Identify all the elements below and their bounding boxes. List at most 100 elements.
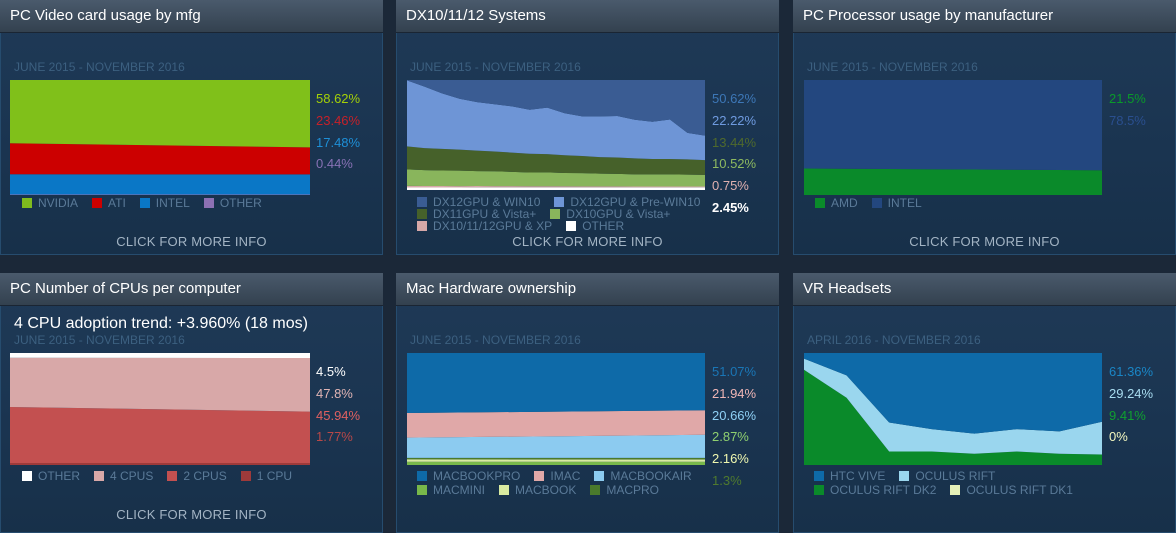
panel-vr[interactable]: VR Headsets APRIL 2016 - NOVEMBER 2016 6… xyxy=(793,273,1176,533)
panel-processor[interactable]: PC Processor usage by manufacturer JUNE … xyxy=(793,0,1176,255)
legend-label: OTHER xyxy=(38,469,80,483)
legend-swatch xyxy=(554,197,565,207)
value-label: 21.94% xyxy=(712,385,757,401)
value-label: 51.07% xyxy=(712,364,757,379)
more-info-link[interactable]: CLICK FOR MORE INFO xyxy=(512,234,663,249)
more-info-link[interactable]: CLICK FOR MORE INFO xyxy=(116,234,267,249)
legend-swatch xyxy=(417,485,427,495)
legend-swatch xyxy=(22,198,32,208)
value-label: 9.41% xyxy=(1109,407,1146,423)
chart-vr xyxy=(804,353,1102,465)
panel-title: PC Video card usage by mfg xyxy=(0,0,383,33)
legend: DX12GPU & WIN10 DX12GPU & Pre-WIN10 DX11GP… xyxy=(417,196,717,232)
legend-swatch xyxy=(417,209,427,219)
series-area-macbook xyxy=(407,459,705,462)
value-labels: 21.5% 78.5% xyxy=(1109,88,1146,132)
legend-item: DX12GPU & WIN10 xyxy=(417,196,540,208)
legend-label: MACBOOK xyxy=(515,483,577,497)
series-area-oculus-rift xyxy=(804,358,1102,455)
value-label: 29.24% xyxy=(1109,385,1154,401)
legend-label: DX10GPU & Vista+ xyxy=(566,207,671,221)
series-area-macbookpro xyxy=(407,353,705,414)
value-label: 23.46% xyxy=(316,112,361,128)
legend-item: OCULUS RIFT DK1 xyxy=(950,484,1073,496)
value-label: 45.94% xyxy=(316,407,361,423)
date-range: APRIL 2016 - NOVEMBER 2016 xyxy=(807,333,981,347)
legend-item: MACBOOKAIR xyxy=(594,470,692,482)
legend-item: DX10GPU & Vista+ xyxy=(550,208,670,220)
legend-label: 2 CPUS xyxy=(183,469,227,483)
value-labels: 4.5% 47.8% 45.94% 1.77% xyxy=(316,361,360,448)
more-info-link[interactable]: CLICK FOR MORE INFO xyxy=(116,507,267,522)
legend-swatch xyxy=(950,485,961,495)
legend-item: OCULUS RIFT DK2 xyxy=(814,484,936,496)
series-area-nvidia xyxy=(10,80,310,148)
value-label: 50.62% xyxy=(712,91,757,106)
legend-label: MACPRO xyxy=(606,483,660,497)
panel-title: PC Processor usage by manufacturer xyxy=(793,0,1176,33)
legend-swatch xyxy=(899,471,910,481)
value-label: 0.75% xyxy=(712,178,749,194)
legend-item: OCULUS RIFT xyxy=(899,470,995,482)
value-label: 78.5% xyxy=(1109,112,1146,128)
legend-swatch xyxy=(92,198,103,208)
value-label: 0.44% xyxy=(316,156,353,172)
date-range: JUNE 2015 - NOVEMBER 2016 xyxy=(410,333,581,347)
legend-swatch xyxy=(417,221,427,231)
legend-swatch xyxy=(139,198,150,208)
series-area-dx10gpu-vista- xyxy=(407,169,705,187)
series-area-dx12gpu-win10 xyxy=(407,80,705,136)
series-area-ati xyxy=(10,143,310,175)
legend-item: MACBOOK xyxy=(499,484,576,496)
value-label: 22.22% xyxy=(712,112,757,128)
panel-title: PC Number of CPUs per computer xyxy=(0,273,383,306)
legend-item: 2 CPUS xyxy=(167,469,227,483)
series-area-imac xyxy=(407,410,705,438)
legend-swatch xyxy=(590,485,601,495)
chart-cpus xyxy=(10,353,310,465)
legend-label: INTEL xyxy=(887,196,922,210)
series-area-intel xyxy=(10,174,310,195)
legend-item: DX11GPU & Vista+ xyxy=(417,208,536,220)
legend-item: 4 CPUS xyxy=(94,470,153,482)
value-label: 20.66% xyxy=(712,407,757,423)
legend-item: MACMINI xyxy=(417,484,485,496)
series-area-other xyxy=(10,194,310,195)
legend: HTC VIVE OCULUS RIFTOCULUS RIFT DK2 OCULUS… xyxy=(814,469,1114,497)
chart-mac xyxy=(407,353,705,465)
panel-video-card[interactable]: PC Video card usage by mfg JUNE 2015 - N… xyxy=(0,0,383,255)
legend-label: AMD xyxy=(831,196,858,210)
panel-dx-systems[interactable]: DX10/11/12 Systems JUNE 2015 - NOVEMBER … xyxy=(396,0,779,255)
legend-swatch xyxy=(550,209,561,219)
legend-swatch xyxy=(240,471,251,481)
legend-item: NVIDIA xyxy=(22,197,78,209)
legend-swatch xyxy=(94,471,104,481)
value-label: 2.45% xyxy=(712,199,749,215)
legend-label: MACBOOKPRO xyxy=(433,469,521,483)
legend-label: NVIDIA xyxy=(38,196,79,210)
legend-label: MACMINI xyxy=(433,483,485,497)
legend-swatch xyxy=(815,198,825,208)
legend-swatch xyxy=(814,471,824,481)
legend: AMD INTEL xyxy=(815,196,1115,210)
panel-mac[interactable]: Mac Hardware ownership JUNE 2015 - NOVEM… xyxy=(396,273,779,533)
legend-label: HTC VIVE xyxy=(830,469,886,483)
value-labels: 61.36% 29.24% 9.41% 0% xyxy=(1109,361,1153,448)
value-labels: 51.07% 21.94% 20.66% 2.87% 2.16% 1.3% xyxy=(712,361,756,492)
series-area-dx11gpu-vista- xyxy=(407,146,705,175)
chart-dx-systems xyxy=(407,80,705,190)
date-range: JUNE 2015 - NOVEMBER 2016 xyxy=(807,60,978,74)
legend-label: DX10/11/12GPU & XP xyxy=(433,219,553,233)
trend-headline: 4 CPU adoption trend: +3.960% (18 mos) xyxy=(14,315,308,332)
legend-label: OCULUS RIFT DK2 xyxy=(830,483,937,497)
series-area-dx10-11-12gpu-xp xyxy=(407,185,705,188)
value-label: 47.8% xyxy=(316,385,353,401)
more-info-link[interactable]: CLICK FOR MORE INFO xyxy=(909,234,1060,249)
legend-label: OTHER xyxy=(582,219,625,233)
series-area-intel xyxy=(804,80,1102,171)
series-area-1-cpu xyxy=(10,462,310,465)
value-label: 1.3% xyxy=(712,472,742,488)
legend: NVIDIA ATI INTEL OTHER xyxy=(22,196,322,210)
panel-cpus[interactable]: PC Number of CPUs per computer 4 CPU ado… xyxy=(0,273,383,533)
legend-item: INTEL xyxy=(871,196,922,210)
